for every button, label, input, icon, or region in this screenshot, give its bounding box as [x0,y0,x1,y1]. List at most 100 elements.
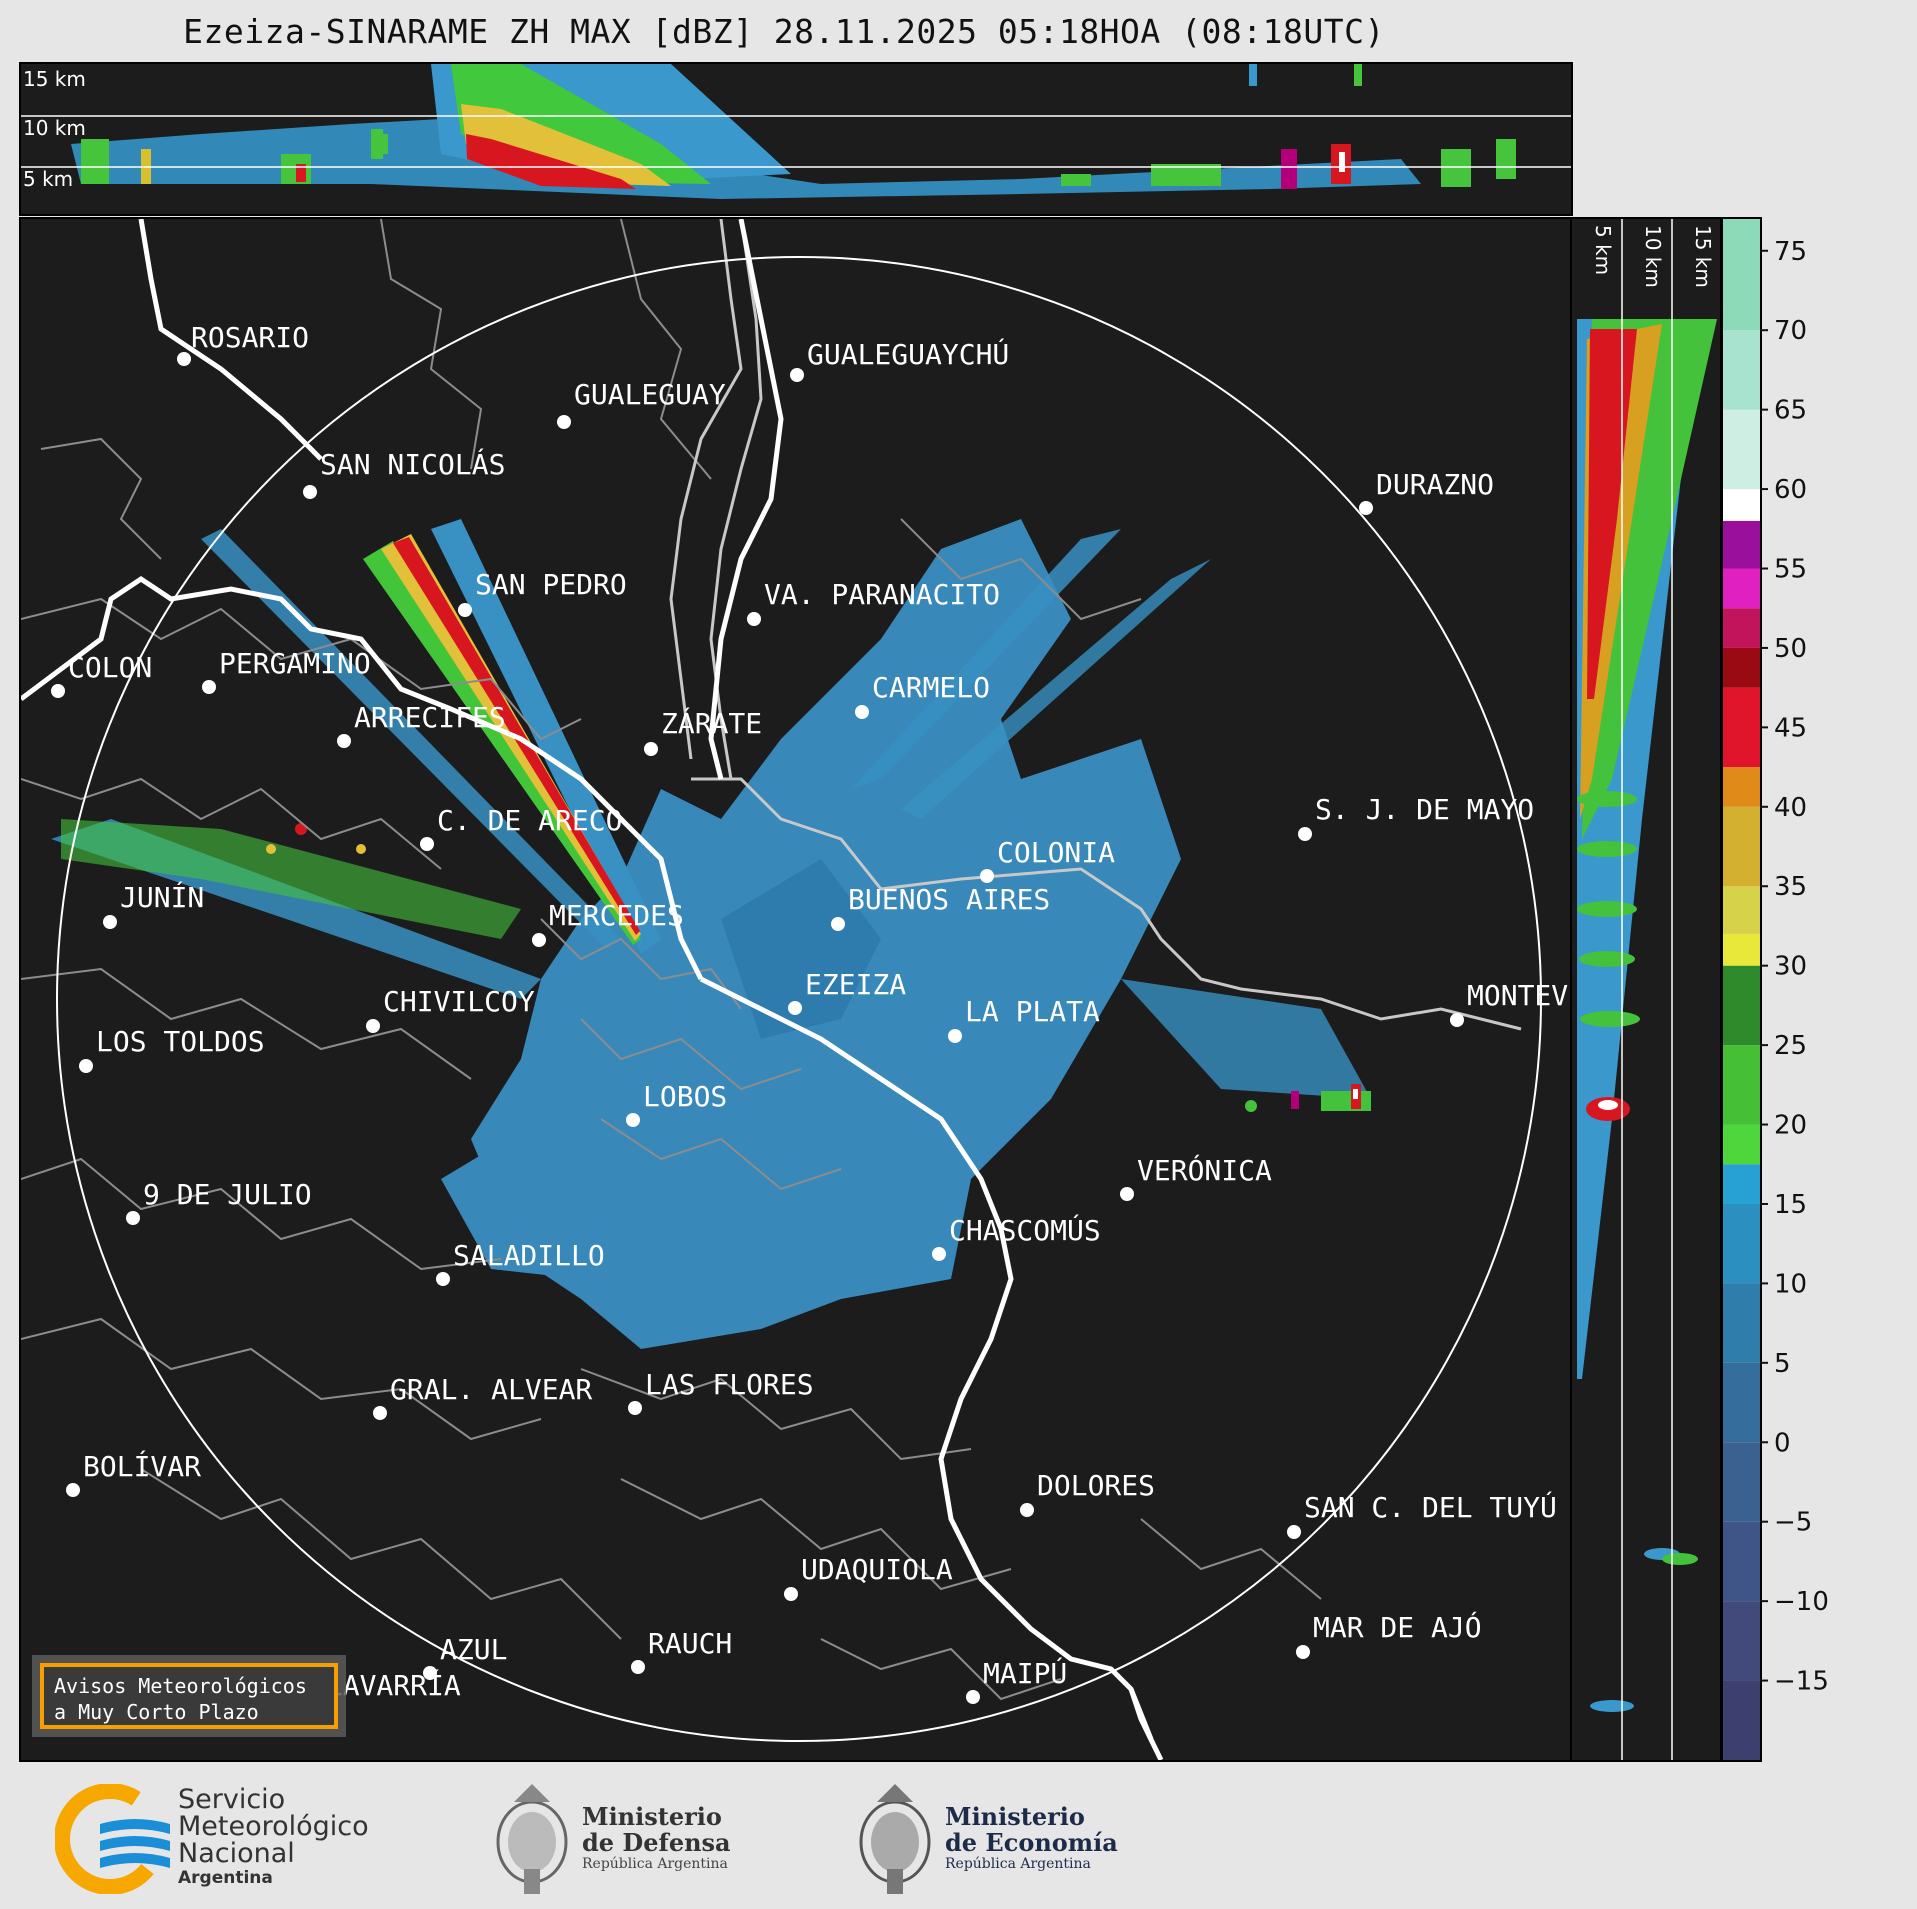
colorbar-band [1723,520,1760,569]
city-label-la-plata: LA PLATA [965,995,1100,1028]
colorbar-tick-label: 70 [1774,316,1807,346]
city-dot [932,1247,946,1261]
top-echo-cell [296,164,306,182]
city-label-buenos-aires: BUENOS AIRES [848,883,1050,916]
colorbar-band [1723,1283,1760,1363]
colorbar-tick-label: 5 [1774,1349,1791,1379]
dbz-colorbar [1721,217,1762,1762]
colorbar-band [1723,1521,1760,1602]
city-dot [1296,1645,1310,1659]
side-cross-section-svg: 5 km 10 km 15 km [1577,219,1717,1760]
side-echo-cell [1662,1553,1698,1565]
city-dot [980,869,994,883]
side-echo-cell [1580,1011,1640,1027]
city-dot [66,1483,80,1497]
city-label-c-de-areco: C. DE ARECO [437,804,622,837]
radar-map-panel: ROSARIO GUALEGUAYCHÚ GUALEGUAY SAN NICOL… [19,217,1573,1762]
side-echo-cell [1579,951,1635,967]
city-label-las-flores: LAS FLORES [645,1368,814,1401]
city-label-saladillo: SALADILLO [453,1239,605,1272]
east-storm-cells [1245,1084,1371,1112]
city-dot [51,684,65,698]
top-echo-cell [81,139,109,184]
city-label-san-c-del-tuyu: SAN C. DEL TUYÚ [1304,1490,1557,1524]
altitude-label-10km: 10 km [23,116,86,140]
colorbar-band [1723,1203,1760,1284]
colorbar-tick-label: 50 [1774,634,1807,664]
city-label-pergamino: PERGAMINO [219,647,371,680]
chart-title: Ezeiza-SINARAME ZH MAX [dBZ] 28.11.2025 … [183,12,1385,51]
colorbar-tick-label: 75 [1774,237,1807,267]
city-dot [423,1666,437,1680]
colorbar-tick-label: 65 [1774,396,1807,426]
colorbar-band [1723,409,1760,490]
top-cross-section-svg: 15 km 10 km 5 km [21,64,1571,199]
city-dot [436,1272,450,1286]
smn-line-4: Argentina [178,1868,273,1888]
side-altitude-label-10km: 10 km [1641,225,1665,288]
colorbar-tick-label: 10 [1774,1269,1807,1299]
colorbar-band [1723,219,1760,331]
colorbar-band [1723,767,1760,807]
city-label-carmelo: CARMELO [872,671,990,704]
side-cross-section-panel: 5 km 10 km 15 km [1570,217,1722,1762]
colorbar-band [1723,1680,1760,1760]
smn-line-1: Servicio [178,1784,286,1815]
defensa-line-2: de Defensa [582,1828,731,1857]
top-echo-red [466,134,636,189]
colorbar-band [1723,1045,1760,1125]
city-label-veronica: VERÓNICA [1137,1153,1272,1187]
city-label-chascomus: CHASCOMÚS [949,1213,1101,1247]
top-echo-cell [1249,64,1257,86]
footer-logos: Servicio Meteorológico Nacional Argentin… [0,1762,1917,1909]
economia-line-2: de Economía [945,1828,1118,1857]
city-label-durazno: DURAZNO [1376,468,1494,501]
city-dot [177,352,191,366]
colorbar-band [1723,1362,1760,1443]
city-label-chivilcoy: CHIVILCOY [383,985,535,1018]
city-dot [626,1113,640,1127]
city-label-sj-de-mayo: S. J. DE MAYO [1315,793,1534,826]
side-echo-cell [1598,1100,1618,1110]
colorbar-band [1723,933,1760,966]
side-echo-red [1587,329,1637,699]
top-echo-cell [1151,164,1221,186]
defensa-seal-icon [496,1784,568,1894]
city-dot [126,1211,140,1225]
city-dot [420,837,434,851]
city-label-san-nicolas: SAN NICOLÁS [320,447,505,481]
city-label-ezeiza: EZEIZA [805,968,906,1001]
city-label-zarate: ZÁRATE [661,706,762,740]
economia-line-3: República Argentina [945,1856,1091,1872]
side-echo-cell [1577,901,1637,917]
badge-line-1: Avisos Meteorológicos [54,1674,307,1698]
smn-logo-icon [55,1784,170,1894]
colorbar-tick-label: −15 [1774,1667,1829,1697]
badge-line-2: a Muy Corto Plazo [54,1700,259,1724]
radar-map-svg: ROSARIO GUALEGUAYCHÚ GUALEGUAY SAN NICOL… [21,219,1571,1760]
colorbar-band [1723,965,1760,1046]
colorbar-band [1723,886,1760,934]
coastline-uruguay [669,219,1522,1031]
city-label-rosario: ROSARIO [191,321,309,354]
economia-line-1: Ministerio [945,1802,1085,1831]
altitude-label-5km: 5 km [23,167,73,191]
smn-line-2: Meteorológico [178,1811,369,1842]
city-label-arrecifes: ARRECIFES [354,701,506,734]
city-dot [631,1660,645,1674]
altitude-label-15km: 15 km [23,67,86,91]
colorbar-tick-label: 15 [1774,1190,1807,1220]
warning-badge[interactable]: Avisos Meteorológicos a Muy Corto Plazo [40,1663,338,1729]
city-dot [337,734,351,748]
top-echo-cell [1441,149,1471,187]
city-label-gualeguay: GUALEGUAY [574,378,726,411]
city-dot [79,1059,93,1073]
city-label-udaquiola: UDAQUIOLA [801,1553,953,1586]
city-dot [366,1019,380,1033]
colorbar-band [1723,806,1760,887]
colorbar-svg [1723,219,1760,1760]
city-label-gualeguaychu: GUALEGUAYCHÚ [807,337,1009,371]
colorbar-band [1723,330,1760,410]
colorbar-tick-label: 60 [1774,475,1807,505]
colorbar-tick-label: −5 [1774,1508,1812,1538]
